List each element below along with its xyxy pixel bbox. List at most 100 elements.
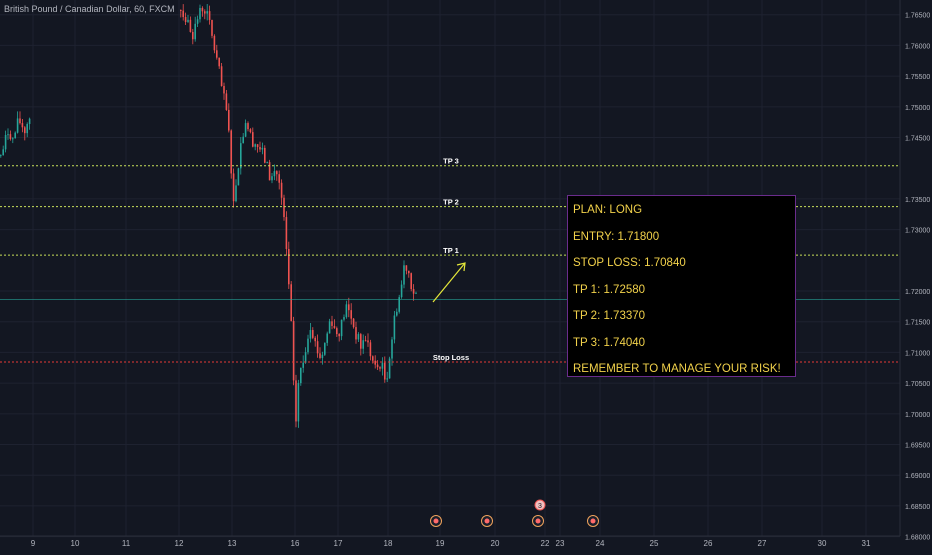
y-tick-label: 1.69000 <box>905 473 930 480</box>
candle-body <box>285 217 288 249</box>
event-flag-icon[interactable] <box>430 515 442 527</box>
candle-body <box>283 197 285 218</box>
candle-body <box>211 19 213 36</box>
candle-body <box>391 339 393 359</box>
candle-body <box>208 11 211 20</box>
candle-body <box>343 317 345 320</box>
candle-body <box>331 321 333 326</box>
candle-body <box>405 265 408 271</box>
candle-body <box>352 318 355 328</box>
plan-line: TP 2: 1.73370 <box>573 310 646 322</box>
candle-body <box>374 360 376 365</box>
candle-body <box>307 338 309 353</box>
candle-body <box>194 23 196 40</box>
candle-body <box>273 171 276 177</box>
candle-body <box>182 10 184 18</box>
x-tick-label: 27 <box>758 539 767 548</box>
level-label: TP 1 <box>443 246 459 255</box>
candle-body <box>232 173 235 202</box>
trade-plan-box[interactable]: PLAN: LONG ENTRY: 1.71800 STOP LOSS: 1.708… <box>567 195 796 377</box>
candle-body <box>187 19 189 22</box>
candle-body <box>201 7 204 12</box>
candle-body <box>290 284 292 321</box>
candle-body <box>184 17 187 22</box>
candle-body <box>28 118 31 125</box>
event-flag-dot <box>535 518 541 524</box>
candle-body <box>379 367 381 369</box>
y-tick-label: 1.71000 <box>905 350 930 357</box>
candle-body <box>26 124 28 134</box>
candle-body <box>360 334 362 349</box>
x-tick-label: 23 <box>556 539 565 548</box>
candle-body <box>367 340 369 343</box>
candle-body <box>280 182 283 198</box>
x-tick-label: 31 <box>862 539 871 548</box>
candle-body <box>316 341 319 354</box>
candle-body <box>261 147 264 150</box>
candle-body <box>268 162 271 181</box>
price-axis-background <box>900 0 932 550</box>
candle-body <box>276 171 278 175</box>
candle-body <box>412 289 415 294</box>
candle-body <box>247 123 249 130</box>
candle-body <box>403 265 405 285</box>
candle-body <box>376 364 379 368</box>
y-tick-label: 1.72000 <box>905 289 930 296</box>
candle-body <box>206 11 208 14</box>
candle-body <box>292 320 295 381</box>
event-flag-dot <box>590 518 596 524</box>
candle-body <box>319 353 321 359</box>
event-stack-circle <box>534 499 546 511</box>
candle-body <box>223 86 225 94</box>
y-tick-label: 1.69500 <box>905 443 930 450</box>
candle-body <box>372 356 374 361</box>
candle-body <box>242 136 244 144</box>
candle-body <box>340 319 343 337</box>
candle-body <box>216 50 218 58</box>
x-tick-label: 17 <box>334 539 343 548</box>
candle-body <box>355 327 357 340</box>
event-markers[interactable]: 3 <box>430 499 599 527</box>
candle-body <box>278 174 280 183</box>
candle-body <box>235 185 237 202</box>
candle-body <box>297 383 300 422</box>
y-tick-label: 1.73000 <box>905 228 930 235</box>
candle-body <box>309 330 312 339</box>
event-flag-icon[interactable] <box>481 515 493 527</box>
candle-body <box>295 380 297 422</box>
candle-body <box>314 337 316 342</box>
candle-body <box>192 31 194 40</box>
candle-body <box>7 134 9 136</box>
event-flag-icon[interactable]: 3 <box>532 499 546 527</box>
candle-body <box>225 93 228 110</box>
candle-body <box>259 147 261 150</box>
candle-body <box>326 333 328 343</box>
event-flag-dot <box>433 518 439 524</box>
trend-arrow[interactable] <box>432 262 466 303</box>
y-tick-label: 1.70500 <box>905 381 930 388</box>
event-count-label: 3 <box>538 503 542 510</box>
candle-body <box>21 123 24 128</box>
candle-body <box>189 19 192 32</box>
candle-body <box>393 315 396 340</box>
x-tick-label: 10 <box>71 539 80 548</box>
candle-body <box>228 109 230 131</box>
plan-line: REMEMBER TO MANAGE YOUR RISK! <box>573 363 781 375</box>
candle-body <box>266 162 268 164</box>
candle-body <box>312 330 314 338</box>
candle-body <box>9 134 12 139</box>
candlesticks <box>0 3 417 428</box>
level-label: TP 3 <box>443 157 459 166</box>
x-tick-label: 9 <box>31 539 36 548</box>
candle-body <box>364 340 367 342</box>
arrowhead <box>456 262 466 272</box>
x-tick-label: 24 <box>596 539 605 548</box>
candle-body <box>288 248 290 285</box>
event-flag-dot <box>484 518 490 524</box>
arrow-shaft <box>432 262 466 303</box>
event-flag-icon[interactable] <box>587 515 599 527</box>
x-tick-label: 20 <box>491 539 500 548</box>
candle-body <box>237 168 240 186</box>
candle-body <box>254 144 256 147</box>
candle-body <box>180 9 182 11</box>
